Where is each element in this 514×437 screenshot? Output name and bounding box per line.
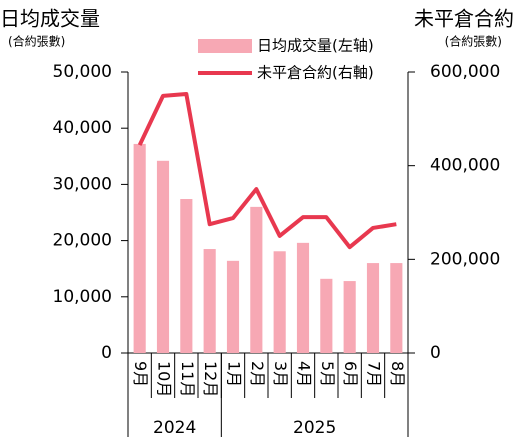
x-tick-label: 11月 xyxy=(178,361,197,397)
bar xyxy=(273,251,286,353)
y-tick-label: 30,000 xyxy=(53,174,112,194)
x-tick-label: 5月 xyxy=(318,361,337,387)
x-tick-label: 4月 xyxy=(295,361,314,387)
y2-tick-label: 600,000 xyxy=(430,62,500,82)
y-tick-label: 0 xyxy=(101,343,112,363)
group-label: 2025 xyxy=(293,418,336,437)
x-tick-label: 2月 xyxy=(248,361,267,387)
x-tick-label: 1月 xyxy=(225,361,244,387)
left-axis-subtitle: (合約張數) xyxy=(8,34,65,49)
bar xyxy=(296,242,310,353)
bar xyxy=(133,143,146,353)
x-tick-label: 12月 xyxy=(201,361,220,397)
x-tick-label: 10月 xyxy=(155,361,174,397)
bar xyxy=(250,206,263,353)
y-tick-label: 20,000 xyxy=(53,231,112,251)
bar xyxy=(203,249,216,353)
x-tick-label: 3月 xyxy=(271,361,290,387)
y-tick-label: 50,000 xyxy=(53,62,112,82)
right-axis-title: 未平倉合約 xyxy=(414,7,514,31)
bar xyxy=(390,263,403,353)
bar xyxy=(343,281,356,353)
bar xyxy=(320,278,333,353)
y-tick-label: 10,000 xyxy=(53,287,112,307)
legend-label: 未平倉合約(右軸) xyxy=(257,64,374,82)
left-axis-title: 日均成交量 xyxy=(0,7,100,31)
group-label: 2024 xyxy=(153,418,196,437)
bar xyxy=(226,260,240,353)
x-tick-label: 9月 xyxy=(131,361,150,387)
legend-swatch xyxy=(198,39,252,53)
y2-tick-label: 200,000 xyxy=(430,249,500,269)
bar xyxy=(180,199,193,353)
line xyxy=(137,92,397,250)
right-axis-subtitle: (合約張數) xyxy=(445,34,502,49)
bar xyxy=(156,160,170,353)
bar xyxy=(366,263,380,353)
y-tick-label: 40,000 xyxy=(53,118,112,138)
x-tick-label: 8月 xyxy=(388,361,407,387)
y2-tick-label: 400,000 xyxy=(430,156,500,176)
y2-tick-label: 0 xyxy=(430,343,441,363)
x-tick-label: 6月 xyxy=(341,361,360,387)
legend-label: 日均成交量(左轴) xyxy=(257,37,374,55)
x-tick-label: 7月 xyxy=(365,361,384,387)
